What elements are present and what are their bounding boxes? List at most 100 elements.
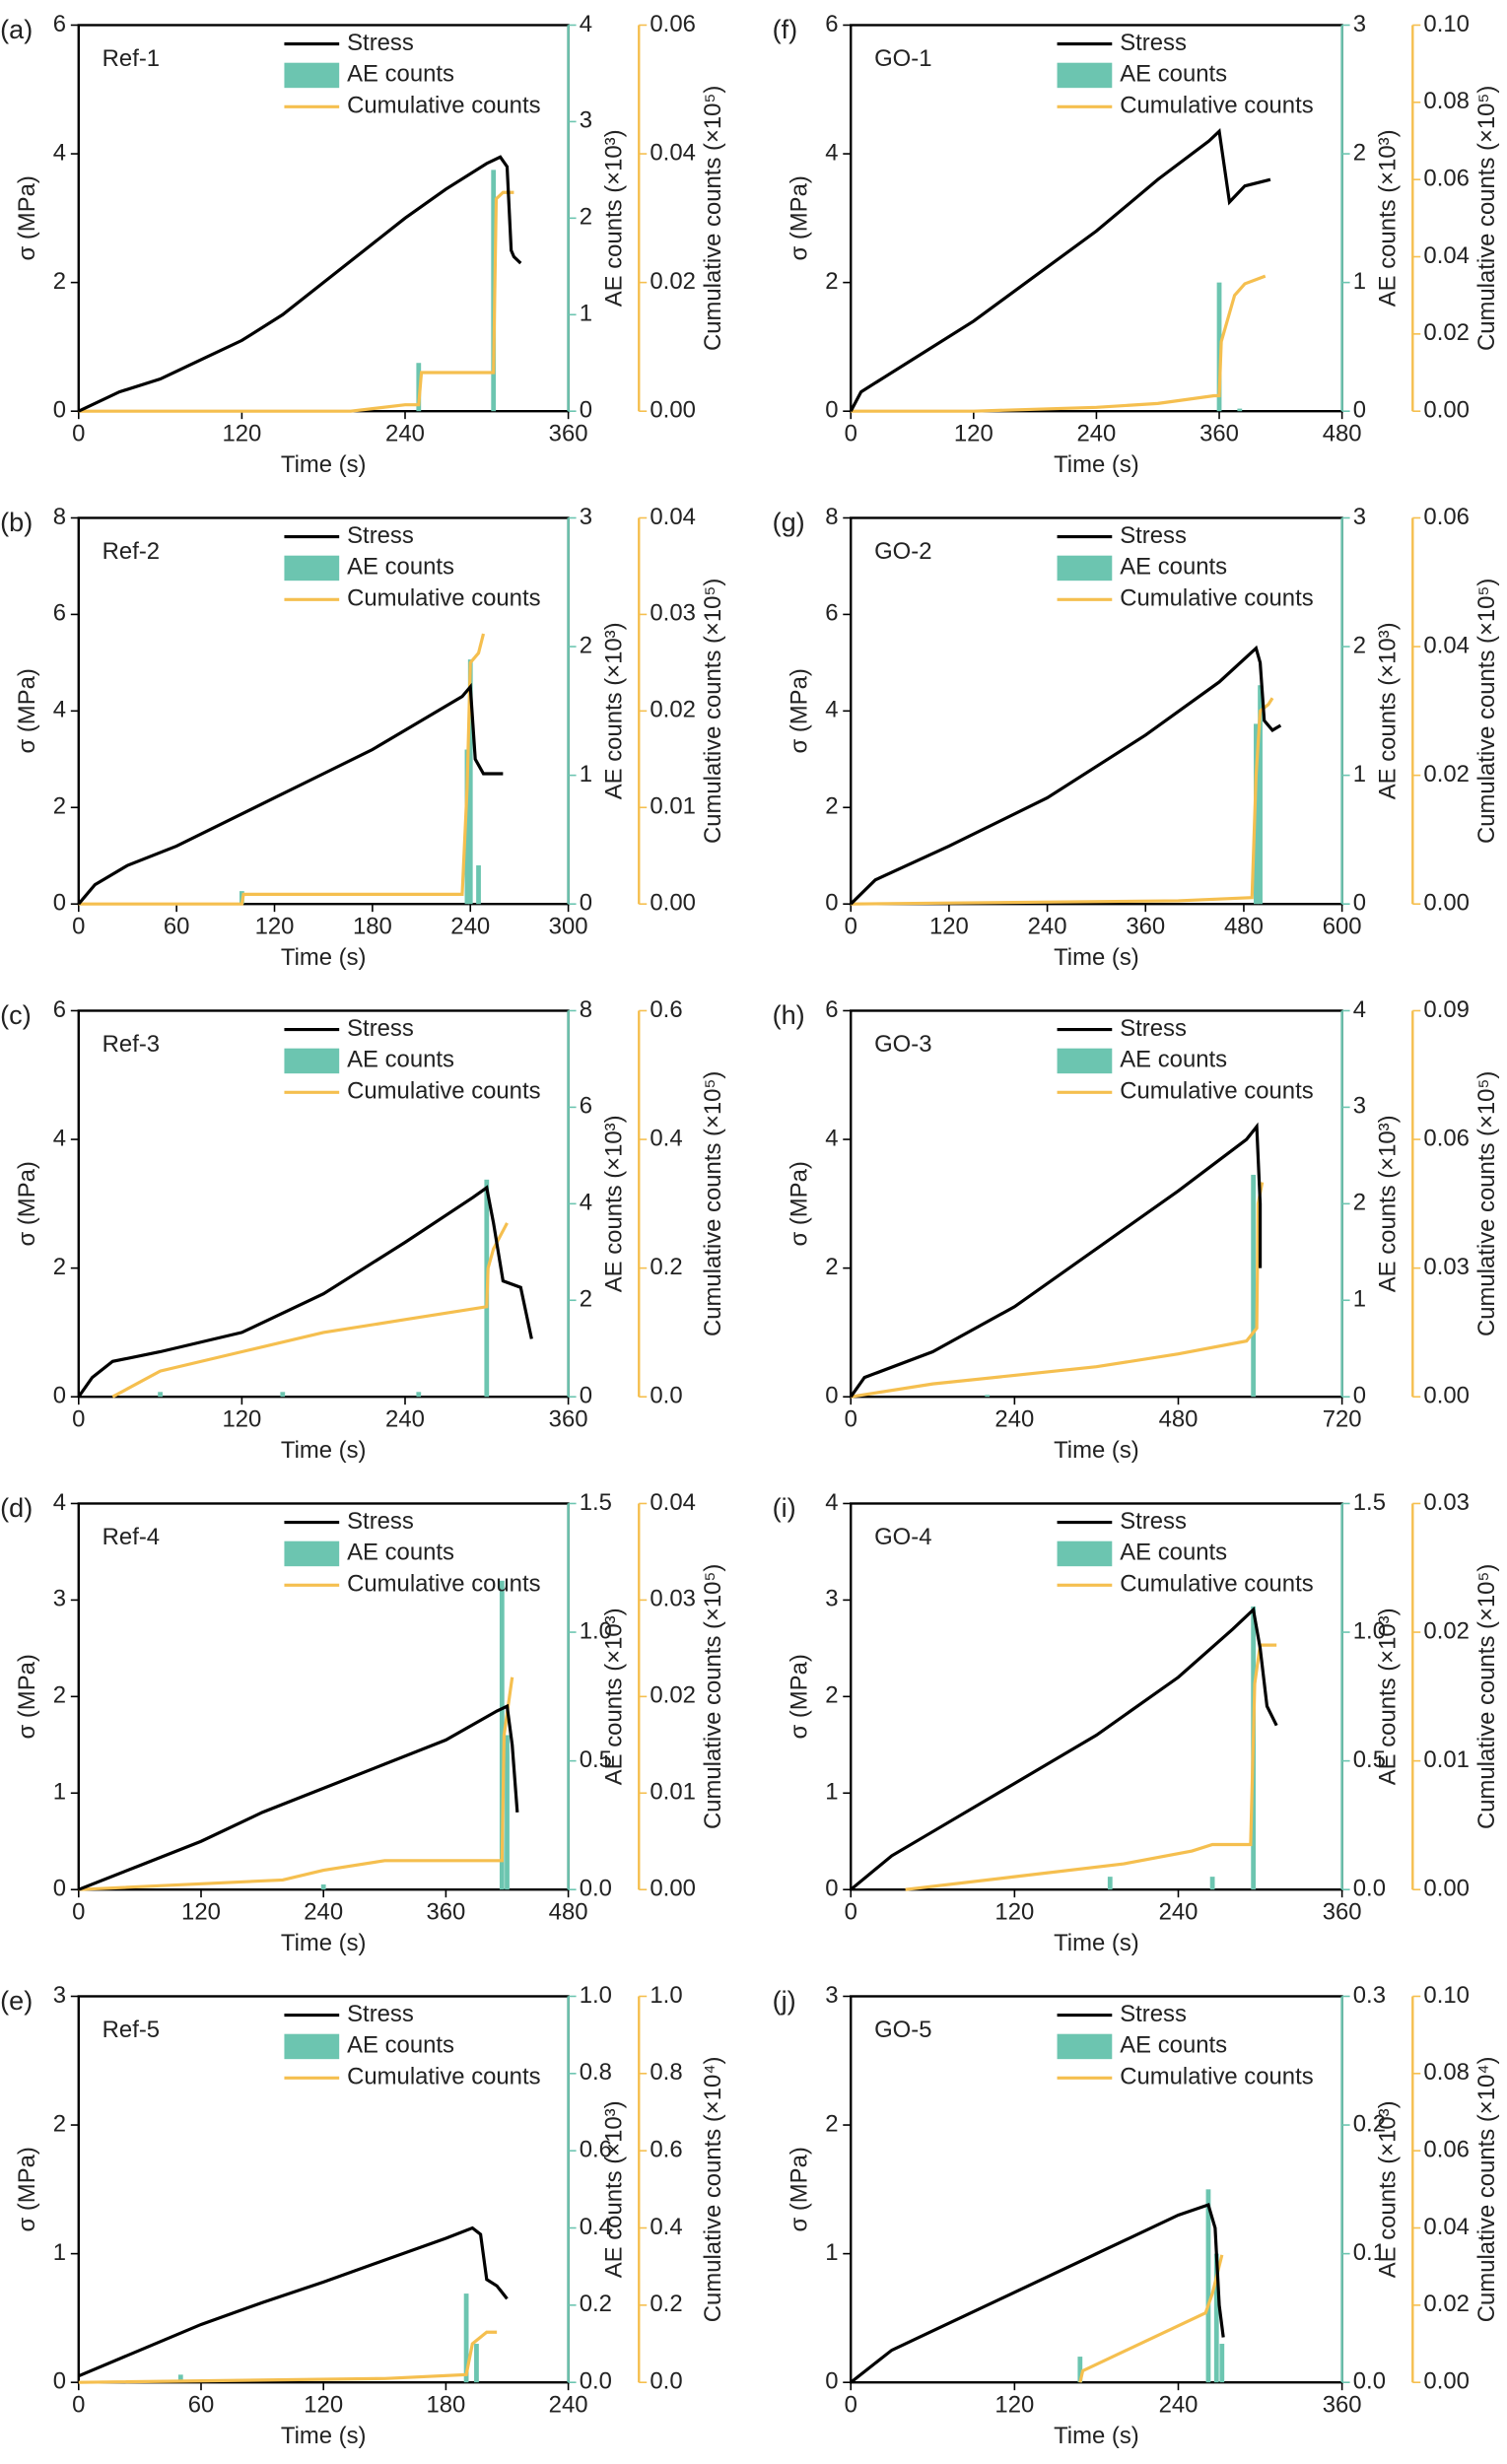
y3-axis-label: Cumulative counts (×10⁴) [1473, 2056, 1500, 2322]
x-tick-label: 0 [845, 1898, 857, 1925]
y2-axis-label: AE counts (×10³) [601, 622, 628, 799]
y-axis-label: σ (MPa) [787, 2147, 813, 2231]
ae-bar [499, 1580, 505, 1890]
specimen-label: Ref-2 [103, 538, 160, 565]
y3-tick-label: 0.06 [650, 11, 695, 37]
y2-tick-label: 3 [1353, 11, 1366, 37]
y2-tick-label: 3 [580, 107, 592, 134]
y2-tick-label: 0.6 [580, 2136, 612, 2162]
y-tick-label: 8 [53, 504, 66, 530]
y2-tick-label: 0 [580, 397, 592, 424]
x-tick-label: 360 [549, 420, 588, 446]
y3-tick-label: 0.00 [1423, 1383, 1469, 1409]
y-tick-label: 2 [825, 2110, 838, 2137]
y2-axis-label: AE counts (×10³) [1375, 622, 1402, 799]
y-tick-label: 0 [825, 1383, 838, 1409]
y3-tick-label: 0.04 [650, 139, 695, 166]
x-tick-label: 0 [72, 913, 85, 939]
x-axis-label: Time (s) [281, 944, 367, 971]
ae-bar [1107, 1877, 1113, 1890]
y3-tick-label: 0.01 [1423, 1746, 1469, 1773]
specimen-label: Ref-1 [103, 45, 160, 72]
y2-tick-label: 1 [580, 761, 592, 787]
y2-tick-label: 1 [580, 301, 592, 327]
specimen-label: Ref-3 [103, 1031, 160, 1058]
legend-label: Cumulative counts [347, 585, 540, 612]
y3-tick-label: 0.04 [650, 1489, 695, 1516]
x-tick-label: 0 [72, 1405, 85, 1432]
y3-tick-label: 0.09 [1423, 996, 1469, 1023]
y2-tick-label: 0.0 [580, 2368, 612, 2395]
x-tick-label: 0 [72, 1898, 85, 1925]
y-tick-label: 3 [53, 1586, 66, 1612]
y-tick-label: 1 [825, 1779, 838, 1806]
y-axis-label: σ (MPa) [787, 1161, 813, 1246]
x-tick-label: 120 [222, 1405, 261, 1432]
legend-swatch [1057, 555, 1113, 582]
y3-tick-label: 0.03 [650, 1586, 695, 1612]
panel-label: (e) [0, 1985, 33, 2016]
ae-bar [474, 2344, 479, 2383]
y3-tick-label: 0.06 [1423, 504, 1469, 530]
y-tick-label: 6 [53, 996, 66, 1023]
y3-tick-label: 0.00 [650, 397, 695, 424]
legend-label: Cumulative counts [1120, 2064, 1313, 2090]
x-tick-label: 360 [1323, 1898, 1362, 1925]
x-tick-label: 360 [1199, 420, 1239, 446]
legend-label: Cumulative counts [1120, 1078, 1313, 1105]
x-tick-label: 600 [1323, 913, 1362, 939]
y3-tick-label: 0.06 [1423, 165, 1469, 191]
y3-tick-label: 0.10 [1423, 1982, 1469, 2009]
legend-label: Cumulative counts [1120, 585, 1313, 612]
legend-label: AE counts [1120, 2032, 1227, 2059]
x-axis-label: Time (s) [281, 1930, 367, 1956]
y-tick-label: 1 [53, 1779, 66, 1806]
legend-label: Stress [347, 1015, 414, 1042]
y-axis-label: σ (MPa) [14, 1654, 40, 1739]
y3-tick-label: 0.2 [650, 2291, 682, 2317]
y2-tick-label: 3 [1353, 1093, 1366, 1120]
y3-tick-label: 0.02 [650, 268, 695, 295]
legend-label: Cumulative counts [347, 1571, 540, 1598]
x-tick-label: 240 [1028, 913, 1067, 939]
legend-label: Stress [1120, 1508, 1187, 1535]
y-tick-label: 2 [825, 1254, 838, 1280]
y3-tick-label: 0.02 [650, 697, 695, 723]
ae-bar [280, 1392, 286, 1398]
y2-tick-label: 2 [580, 204, 592, 231]
x-tick-label: 120 [954, 420, 993, 446]
stress-line [77, 682, 504, 906]
cumulative-line [78, 633, 486, 906]
y3-tick-label: 0.04 [1423, 242, 1469, 269]
x-tick-label: 240 [994, 1405, 1034, 1432]
x-tick-label: 180 [353, 913, 392, 939]
y2-tick-label: 1.0 [1353, 1617, 1386, 1644]
legend-label: Stress [1120, 2001, 1187, 2027]
y3-tick-label: 0.8 [650, 2059, 682, 2086]
y2-tick-label: 1.5 [1353, 1489, 1386, 1516]
y2-tick-label: 0.0 [1353, 2368, 1386, 2395]
ae-bar [464, 749, 470, 905]
stress-line [78, 2225, 509, 2378]
specimen-label: Ref-4 [103, 1524, 160, 1550]
ae-bar [505, 1735, 510, 1890]
ae-bar [476, 865, 481, 905]
y3-tick-label: 0.02 [1423, 2291, 1469, 2317]
y3-tick-label: 0.03 [650, 600, 695, 627]
legend-label: AE counts [347, 2032, 454, 2059]
x-tick-label: 480 [549, 1898, 588, 1925]
y3-tick-label: 0.02 [1423, 761, 1469, 787]
x-axis-label: Time (s) [1054, 1930, 1139, 1956]
ae-bar [1219, 2344, 1225, 2383]
legend-label: Cumulative counts [347, 1078, 540, 1105]
x-tick-label: 60 [164, 913, 190, 939]
legend-label: AE counts [347, 1047, 454, 1073]
legend-label: Stress [347, 2001, 414, 2027]
y3-tick-label: 0.0 [650, 1383, 682, 1409]
y-tick-label: 3 [825, 1586, 838, 1612]
stress-line [77, 1185, 533, 1399]
x-tick-label: 0 [845, 913, 857, 939]
y-tick-label: 1 [825, 2239, 838, 2266]
x-tick-label: 480 [1323, 420, 1362, 446]
